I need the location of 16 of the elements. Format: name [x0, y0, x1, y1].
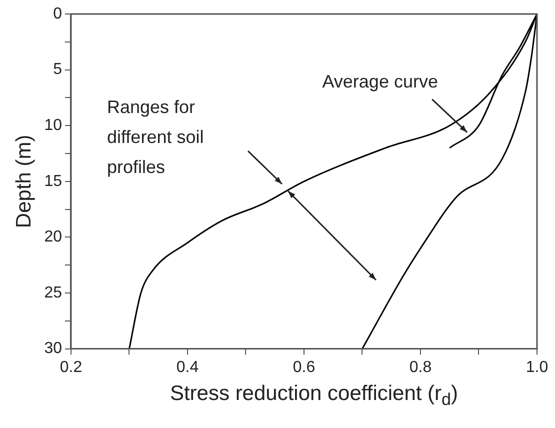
annotation: Average curve: [322, 71, 438, 92]
x-tick-label: 1.0: [526, 358, 548, 376]
y-axis-title: Depth (m): [12, 134, 36, 228]
y-tick-label: 25: [44, 284, 62, 302]
x-tick-label: 0.6: [292, 358, 316, 376]
x-axis-title: Stress reduction coefficient (r$_{d}$): [168, 382, 460, 410]
annotation: Ranges for different soil profiles: [106, 96, 204, 177]
y-tick-label: 20: [44, 228, 62, 246]
y-tick-label: 30: [44, 340, 62, 358]
y-tick-label: 0: [53, 5, 62, 22]
y-tick-label: 5: [53, 61, 62, 78]
y-tick-label: 10: [44, 117, 62, 134]
x-tick-label: 0.2: [60, 358, 82, 376]
y-tick-label: 15: [44, 172, 62, 190]
x-tick-label: 0.4: [176, 358, 199, 376]
x-tick-label: 0.8: [409, 358, 432, 376]
